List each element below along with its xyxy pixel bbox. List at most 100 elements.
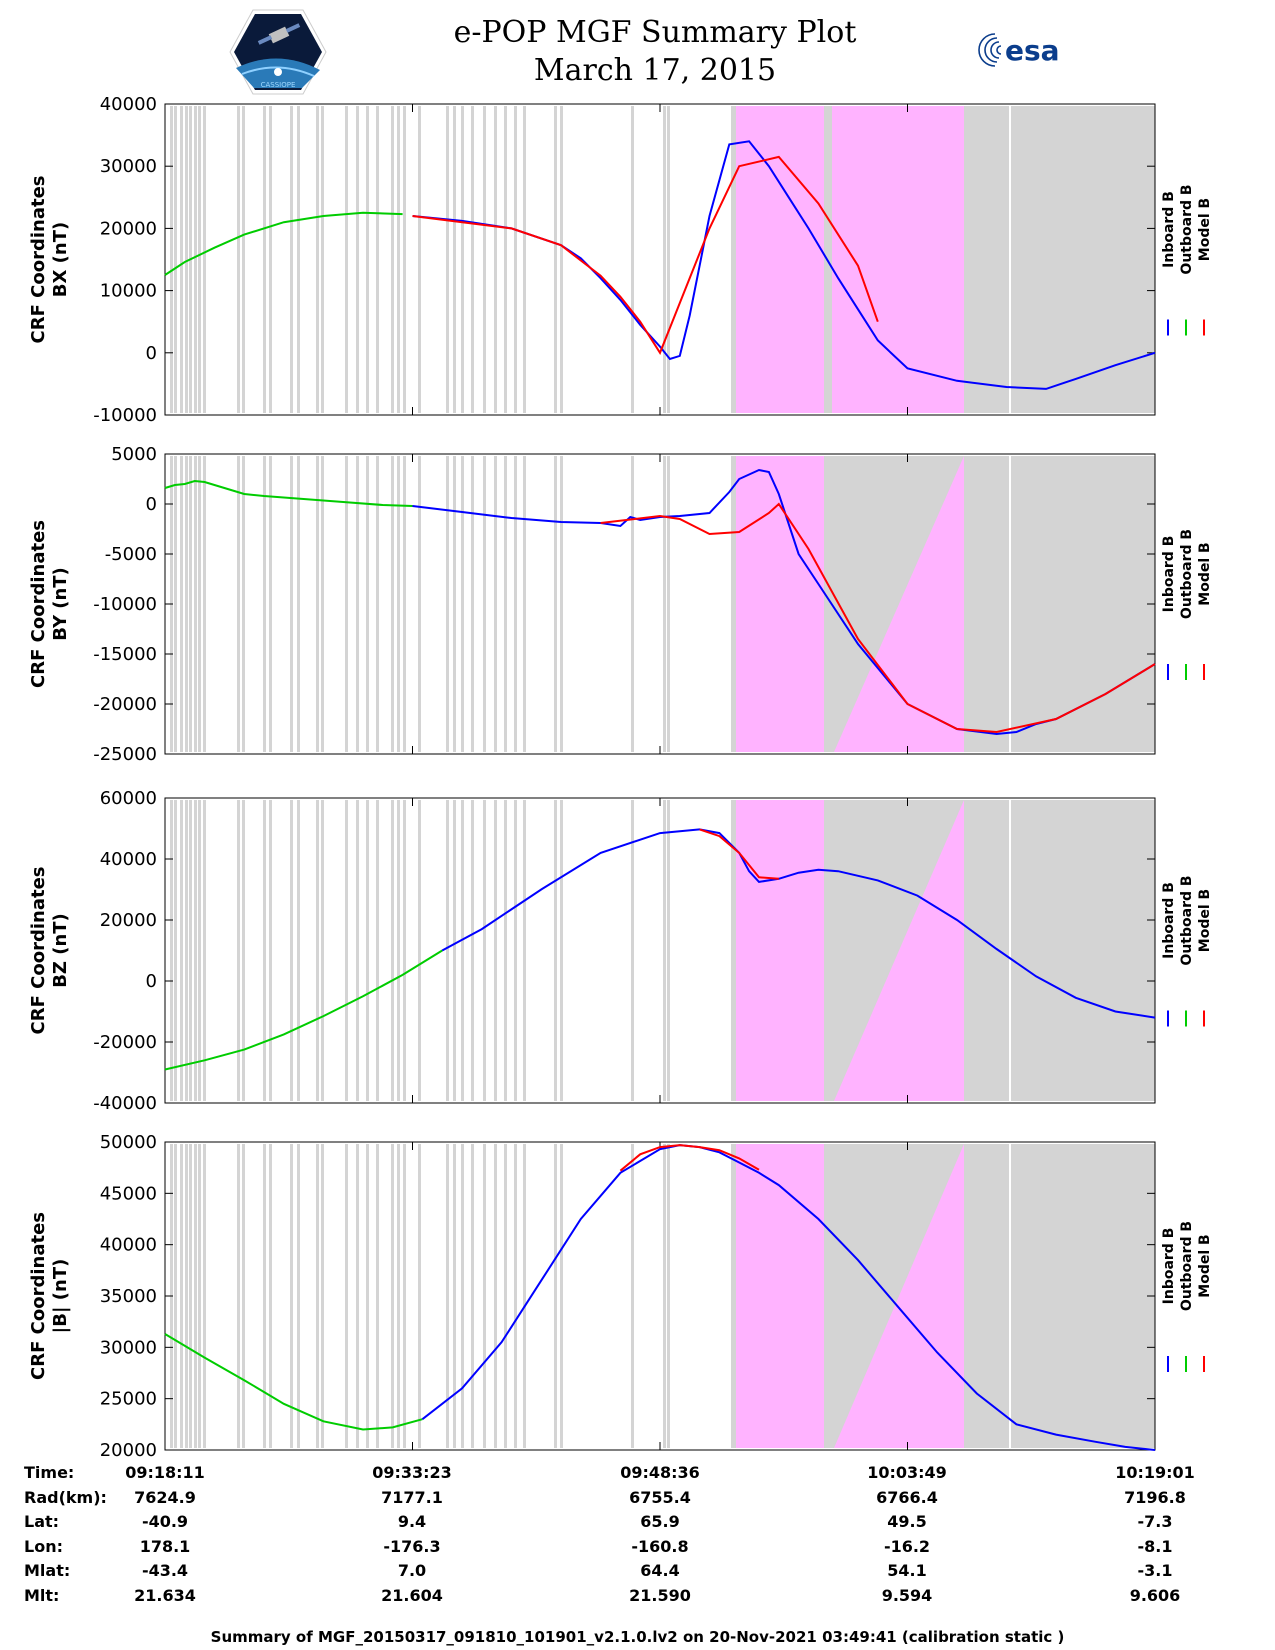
y-axis-label-line-1: CRF Coordinates: [28, 1212, 49, 1380]
ephemeris-row: Mlt: 21.634 21.604 21.590 9.594 9.606: [0, 1586, 1275, 1610]
data-gap-marker: [453, 1144, 456, 1448]
ephemeris-value: -160.8: [631, 1536, 689, 1556]
y-tick-label: -25000: [93, 744, 157, 765]
legend-label: Outboard B: [1179, 1221, 1195, 1311]
esa-logo-text: esa: [1005, 34, 1060, 67]
data-gap-marker: [631, 106, 634, 413]
data-gap-marker: [494, 456, 497, 752]
legend-label: Inboard B: [1161, 536, 1177, 613]
data-gap-marker: [180, 456, 183, 752]
data-gap-marker: [290, 1144, 293, 1448]
data-gap-marker: [631, 800, 634, 1101]
legend-label: Model B: [1197, 542, 1213, 605]
flag-region: [736, 800, 824, 1101]
data-gap-marker: [483, 456, 486, 752]
series-line-model-b: [600, 502, 1156, 734]
charts-area: 40000 30000 20000 10000 0 -10000 CRF Coordinat…: [28, 94, 1213, 1460]
data-gap-marker: [403, 1144, 406, 1448]
y-tick-label: 0: [146, 343, 157, 364]
data-gap-marker: [514, 800, 517, 1101]
data-gap-marker: [397, 800, 400, 1101]
data-gap-marker: [263, 800, 266, 1101]
data-gap-marker: [418, 1144, 421, 1448]
data-gap-marker: [345, 1144, 348, 1448]
data-gap-marker: [189, 1144, 192, 1448]
y-axis-label-line-2: BZ (nT): [50, 913, 71, 988]
y-axis-label-line-1: CRF Coordinates: [28, 520, 49, 688]
data-gap-marker: [356, 800, 359, 1101]
data-gap-marker: [297, 800, 300, 1101]
header: CASSIOPE e-POP MGF Summary Plot March 17…: [0, 0, 1275, 100]
data-gap-marker: [461, 456, 464, 752]
data-gap-marker: [189, 800, 192, 1101]
data-gap-marker: [560, 106, 563, 413]
ephemeris-value: -43.4: [141, 1561, 189, 1580]
y-tick-label: 45000: [100, 1183, 157, 1204]
data-gap-marker: [321, 800, 324, 1101]
ephemeris-value: 21.604: [381, 1585, 443, 1605]
y-axis-label-line-1: CRF Coordinates: [28, 867, 49, 1035]
data-gap-marker: [418, 106, 421, 413]
series-line-outboard-b: [164, 1333, 423, 1431]
data-gap-marker: [356, 106, 359, 413]
data-gap-marker: [560, 456, 563, 752]
y-tick-label: 5000: [111, 444, 157, 465]
y-tick-label: 35000: [100, 1286, 157, 1307]
data-gap-marker: [263, 106, 266, 413]
ephemeris-value: 09:18:11: [125, 1463, 205, 1482]
chart-panel-3: 60000 40000 20000 0 -20000 -40000 CRF Coordina…: [28, 788, 1213, 1114]
ephemeris-row: Rad(km): 7624.9 7177.1 6755.4 6766.4 7196.8: [0, 1488, 1275, 1512]
chart-panel-1: 40000 30000 20000 10000 0 -10000 CRF Coordinat…: [28, 94, 1213, 426]
title-line-2: March 17, 2015: [533, 53, 777, 88]
data-gap-marker: [242, 456, 245, 752]
legend-label: Outboard B: [1179, 529, 1195, 619]
data-gap-marker: [290, 456, 293, 752]
data-gap-marker: [366, 1144, 369, 1448]
data-gap-marker: [446, 106, 449, 413]
y-axis-label-line-2: |B| (nT): [50, 1259, 71, 1334]
data-gap-marker: [237, 1144, 240, 1448]
ephemeris-value: -16.2: [883, 1536, 931, 1556]
series-line-model-b: [412, 155, 879, 355]
data-gap-marker: [237, 106, 240, 413]
data-gap-marker: [269, 456, 272, 752]
svg-text:CASSIOPE: CASSIOPE: [261, 81, 296, 89]
data-gap-marker: [446, 800, 449, 1101]
data-gap-marker: [631, 1144, 634, 1448]
data-gap-marker: [523, 456, 526, 752]
data-gap-marker: [403, 800, 406, 1101]
data-gap-marker: [269, 800, 272, 1101]
data-gap-marker: [290, 106, 293, 413]
data-gap-marker: [198, 800, 201, 1101]
series-line-outboard-b: [164, 211, 403, 276]
data-gap-marker: [554, 1144, 557, 1448]
data-gap-marker: [494, 106, 497, 413]
y-axis-label-line-1: CRF Coordinates: [28, 176, 49, 344]
data-gap-marker: [174, 106, 177, 413]
ephemeris-value: 7624.9: [134, 1487, 196, 1507]
data-gap-marker: [504, 456, 507, 752]
data-gap-marker: [504, 1144, 507, 1448]
data-gap-marker: [376, 1144, 379, 1448]
data-gap-marker: [554, 800, 557, 1101]
data-gap-marker: [554, 106, 557, 413]
data-gap-marker: [321, 106, 324, 413]
data-gap-marker: [471, 106, 474, 413]
data-gap-marker: [189, 456, 192, 752]
y-tick-label: -40000: [93, 1093, 157, 1114]
data-gap-marker: [170, 106, 173, 413]
y-tick-label: 30000: [100, 1337, 157, 1358]
data-gap-marker: [321, 456, 324, 752]
data-gap-marker: [242, 106, 245, 413]
data-gap-marker: [263, 1144, 266, 1448]
data-gap-marker: [446, 456, 449, 752]
flag-wedge: [834, 1144, 964, 1448]
ephemeris-value: 9.4: [397, 1512, 427, 1531]
data-gap-marker: [397, 456, 400, 752]
y-axis-label: CRF CoordinatesBZ (nT): [28, 867, 71, 1035]
y-tick-label: 40000: [100, 1235, 157, 1256]
data-gap-marker: [316, 800, 319, 1101]
ephemeris-value: 6766.4: [876, 1487, 938, 1507]
data-gap-marker: [461, 106, 464, 413]
legend-label: Model B: [1197, 1234, 1213, 1297]
